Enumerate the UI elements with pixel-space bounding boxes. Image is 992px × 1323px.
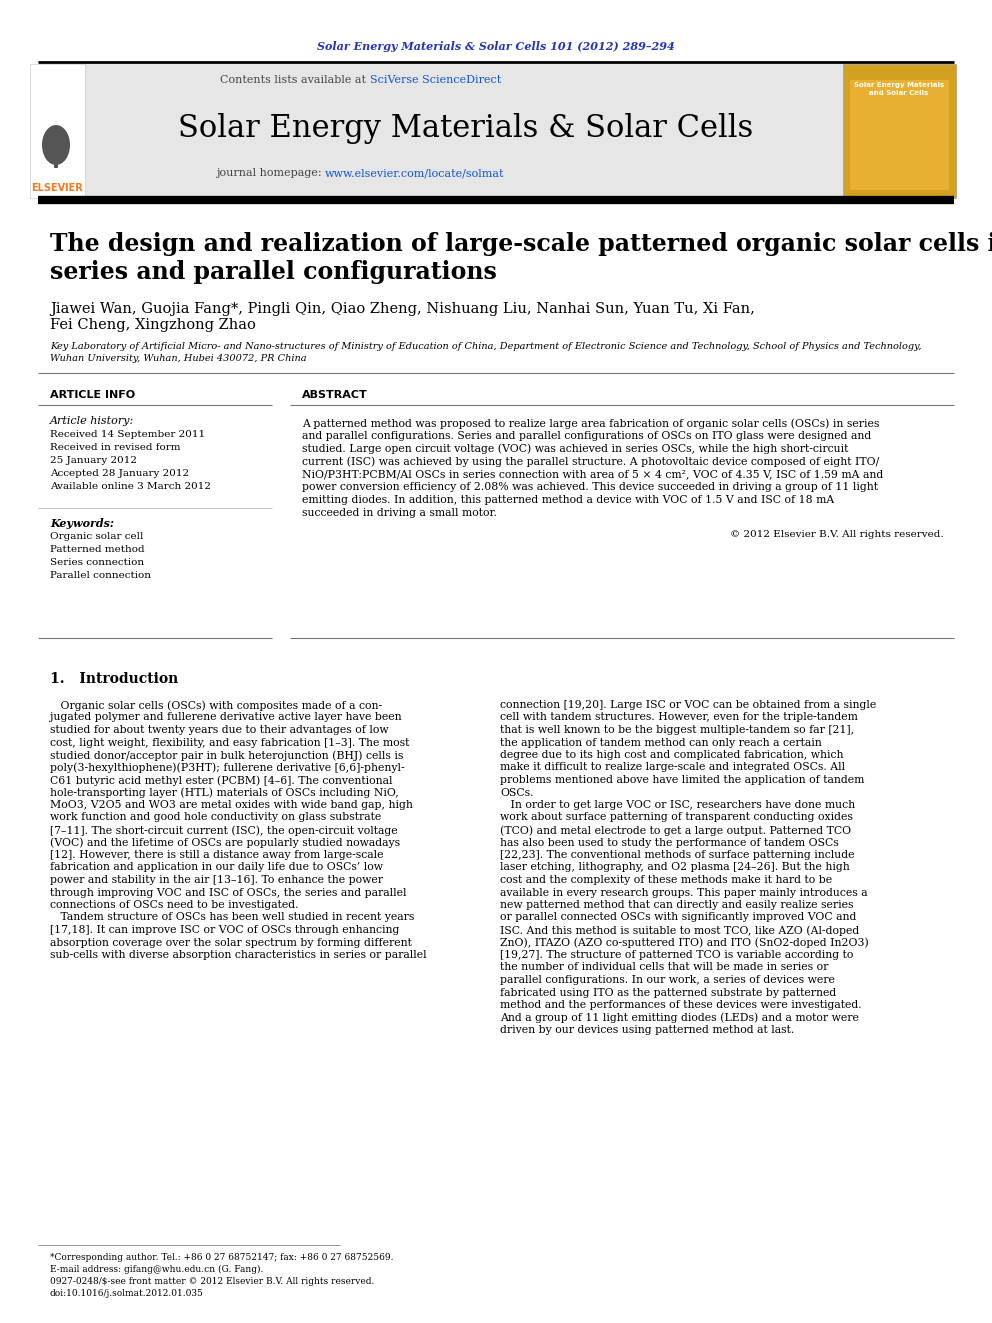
Text: © 2012 Elsevier B.V. All rights reserved.: © 2012 Elsevier B.V. All rights reserved… bbox=[730, 531, 944, 538]
Text: the application of tandem method can only reach a certain: the application of tandem method can onl… bbox=[500, 737, 821, 747]
Text: work function and good hole conductivity on glass substrate: work function and good hole conductivity… bbox=[50, 812, 381, 823]
Text: absorption coverage over the solar spectrum by forming different: absorption coverage over the solar spect… bbox=[50, 938, 412, 947]
Text: www.elsevier.com/locate/solmat: www.elsevier.com/locate/solmat bbox=[325, 168, 505, 179]
Text: poly(3-hexylthiophene)(P3HT); fullerene derivative [6,6]-phenyl-: poly(3-hexylthiophene)(P3HT); fullerene … bbox=[50, 762, 405, 773]
Text: Key Laboratory of Artificial Micro- and Nano-structures of Ministry of Education: Key Laboratory of Artificial Micro- and … bbox=[50, 343, 922, 351]
Text: The design and realization of large-scale patterned organic solar cells in: The design and realization of large-scal… bbox=[50, 232, 992, 255]
Text: OSCs.: OSCs. bbox=[500, 787, 534, 798]
Text: the number of individual cells that will be made in series or: the number of individual cells that will… bbox=[500, 963, 828, 972]
Text: through improving VOC and ISC of OSCs, the series and parallel: through improving VOC and ISC of OSCs, t… bbox=[50, 888, 407, 897]
Text: ARTICLE INFO: ARTICLE INFO bbox=[50, 390, 135, 400]
Text: doi:10.1016/j.solmat.2012.01.035: doi:10.1016/j.solmat.2012.01.035 bbox=[50, 1289, 204, 1298]
Text: work about surface patterning of transparent conducting oxides: work about surface patterning of transpa… bbox=[500, 812, 853, 823]
Text: ISC. And this method is suitable to most TCO, like AZO (Al-doped: ISC. And this method is suitable to most… bbox=[500, 925, 859, 935]
Text: 0927-0248/$-see front matter © 2012 Elsevier B.V. All rights reserved.: 0927-0248/$-see front matter © 2012 Else… bbox=[50, 1277, 374, 1286]
Text: [22,23]. The conventional methods of surface patterning include: [22,23]. The conventional methods of sur… bbox=[500, 849, 854, 860]
Text: new patterned method that can directly and easily realize series: new patterned method that can directly a… bbox=[500, 900, 853, 910]
Text: Fei Cheng, Xingzhong Zhao: Fei Cheng, Xingzhong Zhao bbox=[50, 318, 256, 332]
Text: make it difficult to realize large-scale and integrated OSCs. All: make it difficult to realize large-scale… bbox=[500, 762, 845, 773]
Text: NiO/P3HT:PCBM/Al OSCs in series connection with area of 5 × 4 cm², VOC of 4.35 V: NiO/P3HT:PCBM/Al OSCs in series connecti… bbox=[302, 470, 883, 479]
Text: ABSTRACT: ABSTRACT bbox=[302, 390, 368, 400]
Text: or parallel connected OSCs with significantly improved VOC and: or parallel connected OSCs with signific… bbox=[500, 913, 856, 922]
Text: (TCO) and metal electrode to get a large output. Patterned TCO: (TCO) and metal electrode to get a large… bbox=[500, 826, 851, 836]
Text: connection [19,20]. Large ISC or VOC can be obtained from a single: connection [19,20]. Large ISC or VOC can… bbox=[500, 700, 876, 710]
Text: current (ISC) was achieved by using the parallel structure. A photovoltaic devic: current (ISC) was achieved by using the … bbox=[302, 456, 879, 467]
Text: 1.   Introduction: 1. Introduction bbox=[50, 672, 179, 687]
Text: A patterned method was proposed to realize large area fabrication of organic sol: A patterned method was proposed to reali… bbox=[302, 418, 879, 429]
Text: (VOC) and the lifetime of OSCs are popularly studied nowadays: (VOC) and the lifetime of OSCs are popul… bbox=[50, 837, 400, 848]
Text: Solar Energy Materials & Solar Cells: Solar Energy Materials & Solar Cells bbox=[179, 112, 754, 143]
Text: SciVerse ScienceDirect: SciVerse ScienceDirect bbox=[370, 75, 501, 85]
Text: Jiawei Wan, Guojia Fang*, Pingli Qin, Qiao Zheng, Nishuang Liu, Nanhai Sun, Yuan: Jiawei Wan, Guojia Fang*, Pingli Qin, Qi… bbox=[50, 302, 755, 316]
Text: has also been used to study the performance of tandem OSCs: has also been used to study the performa… bbox=[500, 837, 839, 848]
Text: studied for about twenty years due to their advantages of low: studied for about twenty years due to th… bbox=[50, 725, 389, 736]
Text: Wuhan University, Wuhan, Hubei 430072, PR China: Wuhan University, Wuhan, Hubei 430072, P… bbox=[50, 355, 307, 363]
Text: E-mail address: gifang@whu.edu.cn (G. Fang).: E-mail address: gifang@whu.edu.cn (G. Fa… bbox=[50, 1265, 263, 1274]
Text: jugated polymer and fullerene derivative active layer have been: jugated polymer and fullerene derivative… bbox=[50, 713, 402, 722]
Text: Parallel connection: Parallel connection bbox=[50, 572, 151, 579]
Text: laser etching, lithography, and O2 plasma [24–26]. But the high: laser etching, lithography, and O2 plasm… bbox=[500, 863, 850, 872]
Text: Organic solar cells (OSCs) with composites made of a con-: Organic solar cells (OSCs) with composit… bbox=[50, 700, 382, 710]
Text: *Corresponding author. Tel.: +86 0 27 68752147; fax: +86 0 27 68752569.: *Corresponding author. Tel.: +86 0 27 68… bbox=[50, 1253, 394, 1262]
Bar bbox=[30, 64, 85, 198]
Text: Solar Energy Materials & Solar Cells 101 (2012) 289–294: Solar Energy Materials & Solar Cells 101… bbox=[317, 41, 675, 53]
Text: degree due to its high cost and complicated fabrication, which: degree due to its high cost and complica… bbox=[500, 750, 843, 759]
Text: And a group of 11 light emitting diodes (LEDs) and a motor were: And a group of 11 light emitting diodes … bbox=[500, 1012, 859, 1023]
Text: ZnO), ITAZO (AZO co-sputtered ITO) and ITO (SnO2-doped In2O3): ZnO), ITAZO (AZO co-sputtered ITO) and I… bbox=[500, 938, 869, 949]
Text: power conversion efficiency of 2.08% was achieved. This device succeeded in driv: power conversion efficiency of 2.08% was… bbox=[302, 482, 878, 492]
Text: available in every research groups. This paper mainly introduces a: available in every research groups. This… bbox=[500, 888, 868, 897]
Text: emitting diodes. In addition, this patterned method a device with VOC of 1.5 V a: emitting diodes. In addition, this patte… bbox=[302, 495, 834, 505]
Text: C61 butyric acid methyl ester (PCBM) [4–6]. The conventional: C61 butyric acid methyl ester (PCBM) [4–… bbox=[50, 775, 393, 786]
Text: fabricated using ITO as the patterned substrate by patterned: fabricated using ITO as the patterned su… bbox=[500, 987, 836, 998]
Text: Contents lists available at: Contents lists available at bbox=[220, 75, 370, 85]
Text: [19,27]. The structure of patterned TCO is variable according to: [19,27]. The structure of patterned TCO … bbox=[500, 950, 853, 960]
Text: power and stability in the air [13–16]. To enhance the power: power and stability in the air [13–16]. … bbox=[50, 875, 383, 885]
Bar bbox=[850, 79, 949, 191]
Text: that is well known to be the biggest multiple-tandem so far [21],: that is well known to be the biggest mul… bbox=[500, 725, 854, 736]
Text: cell with tandem structures. However, even for the triple-tandem: cell with tandem structures. However, ev… bbox=[500, 713, 858, 722]
Text: 25 January 2012: 25 January 2012 bbox=[50, 456, 137, 464]
Text: Received 14 September 2011: Received 14 September 2011 bbox=[50, 430, 205, 439]
Text: series and parallel configurations: series and parallel configurations bbox=[50, 261, 497, 284]
Text: Series connection: Series connection bbox=[50, 558, 144, 568]
Text: Accepted 28 January 2012: Accepted 28 January 2012 bbox=[50, 468, 189, 478]
Text: In order to get large VOC or ISC, researchers have done much: In order to get large VOC or ISC, resear… bbox=[500, 800, 855, 810]
Text: hole-transporting layer (HTL) materials of OSCs including NiO,: hole-transporting layer (HTL) materials … bbox=[50, 787, 399, 798]
Text: Solar Energy Materials
and Solar Cells: Solar Energy Materials and Solar Cells bbox=[854, 82, 944, 97]
Text: Tandem structure of OSCs has been well studied in recent years: Tandem structure of OSCs has been well s… bbox=[50, 913, 415, 922]
Text: MoO3, V2O5 and WO3 are metal oxides with wide band gap, high: MoO3, V2O5 and WO3 are metal oxides with… bbox=[50, 800, 413, 810]
Text: fabrication and application in our daily life due to OSCs’ low: fabrication and application in our daily… bbox=[50, 863, 383, 872]
Text: method and the performances of these devices were investigated.: method and the performances of these dev… bbox=[500, 1000, 862, 1009]
Text: cost, light weight, flexibility, and easy fabrication [1–3]. The most: cost, light weight, flexibility, and eas… bbox=[50, 737, 410, 747]
Text: studied donor/acceptor pair in bulk heterojunction (BHJ) cells is: studied donor/acceptor pair in bulk hete… bbox=[50, 750, 404, 761]
Text: studied. Large open circuit voltage (VOC) was achieved in series OSCs, while the: studied. Large open circuit voltage (VOC… bbox=[302, 443, 848, 454]
Text: Available online 3 March 2012: Available online 3 March 2012 bbox=[50, 482, 211, 491]
Text: Organic solar cell: Organic solar cell bbox=[50, 532, 144, 541]
Text: [17,18]. It can improve ISC or VOC of OSCs through enhancing: [17,18]. It can improve ISC or VOC of OS… bbox=[50, 925, 400, 935]
Text: succeeded in driving a small motor.: succeeded in driving a small motor. bbox=[302, 508, 497, 517]
Bar bbox=[843, 64, 956, 198]
Bar bbox=[85, 64, 843, 198]
Text: Keywords:: Keywords: bbox=[50, 519, 114, 529]
Text: Received in revised form: Received in revised form bbox=[50, 443, 181, 452]
Text: and parallel configurations. Series and parallel configurations of OSCs on ITO g: and parallel configurations. Series and … bbox=[302, 431, 871, 441]
Text: connections of OSCs need to be investigated.: connections of OSCs need to be investiga… bbox=[50, 900, 299, 910]
Text: [7–11]. The short-circuit current (ISC), the open-circuit voltage: [7–11]. The short-circuit current (ISC),… bbox=[50, 826, 398, 836]
Text: cost and the complexity of these methods make it hard to be: cost and the complexity of these methods… bbox=[500, 875, 832, 885]
Text: driven by our devices using patterned method at last.: driven by our devices using patterned me… bbox=[500, 1025, 795, 1035]
Text: Article history:: Article history: bbox=[50, 415, 134, 426]
Text: [12]. However, there is still a distance away from large-scale: [12]. However, there is still a distance… bbox=[50, 849, 384, 860]
Text: Patterned method: Patterned method bbox=[50, 545, 145, 554]
Bar bbox=[54, 156, 58, 168]
Text: ELSEVIER: ELSEVIER bbox=[31, 183, 83, 193]
Text: journal homepage:: journal homepage: bbox=[216, 168, 325, 179]
Text: problems mentioned above have limited the application of tandem: problems mentioned above have limited th… bbox=[500, 775, 864, 785]
Text: parallel configurations. In our work, a series of devices were: parallel configurations. In our work, a … bbox=[500, 975, 835, 986]
Ellipse shape bbox=[42, 124, 70, 165]
Text: sub-cells with diverse absorption characteristics in series or parallel: sub-cells with diverse absorption charac… bbox=[50, 950, 427, 960]
